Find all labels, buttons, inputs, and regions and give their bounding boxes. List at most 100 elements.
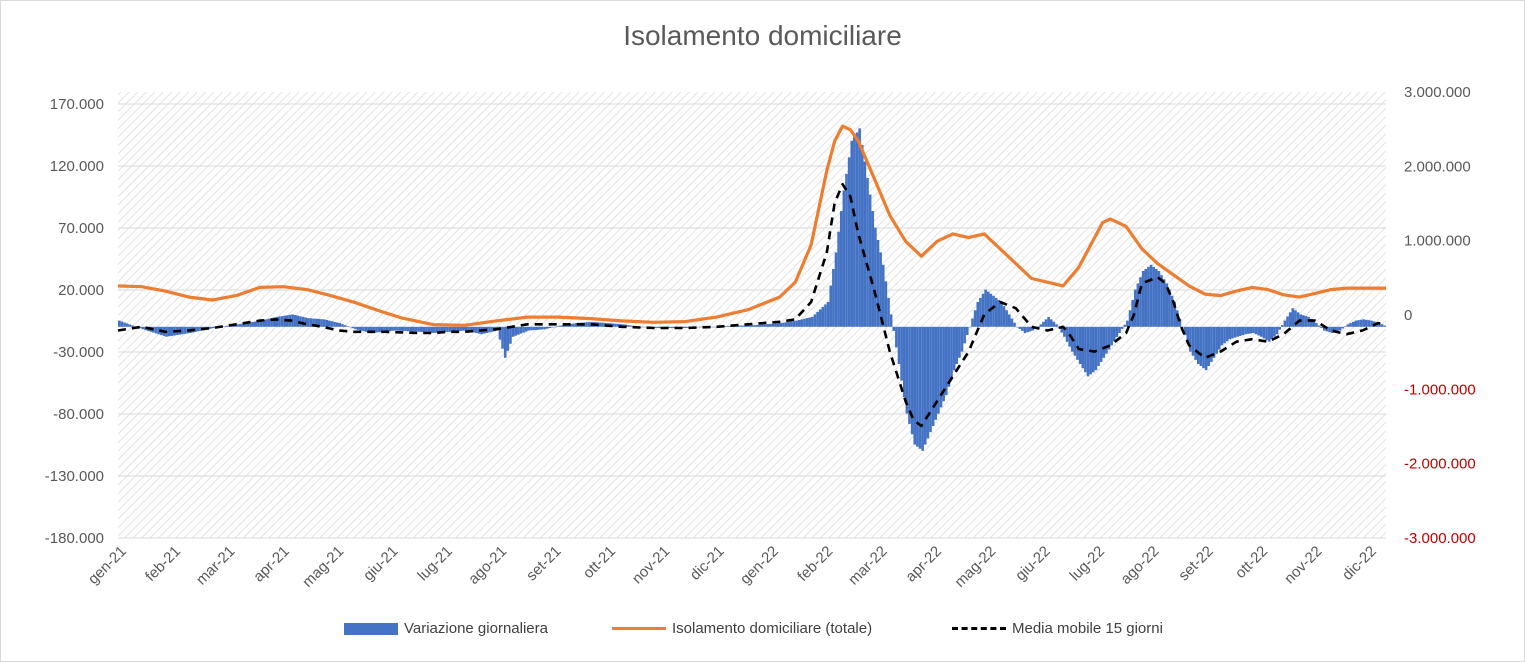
bar	[742, 325, 746, 327]
bar	[343, 325, 347, 327]
bar	[758, 324, 762, 327]
bar	[244, 323, 247, 327]
bar	[1063, 326, 1066, 337]
bar	[391, 326, 394, 331]
bar	[538, 326, 541, 330]
bar	[333, 321, 336, 327]
bar	[1320, 326, 1323, 329]
bar	[811, 316, 814, 327]
bar	[1021, 326, 1024, 331]
bar	[1189, 326, 1192, 352]
bar	[152, 326, 155, 333]
bar	[879, 252, 882, 327]
bar	[585, 322, 588, 327]
bar	[1336, 326, 1339, 332]
bar	[293, 315, 297, 327]
bar	[1112, 326, 1116, 342]
bar	[1031, 326, 1035, 331]
bar	[1091, 326, 1095, 373]
bar	[559, 325, 562, 327]
bar	[976, 302, 980, 327]
bar	[1351, 321, 1355, 327]
bar	[131, 325, 134, 327]
bar	[1136, 283, 1140, 327]
bar	[1273, 326, 1276, 337]
bar	[307, 318, 310, 327]
bar	[1107, 326, 1111, 350]
bar	[1178, 318, 1182, 327]
bar	[1380, 324, 1384, 327]
bar	[459, 326, 462, 331]
bar	[910, 326, 914, 435]
legend-bar-swatch	[344, 622, 398, 635]
bar	[330, 321, 334, 327]
bar	[816, 311, 819, 327]
bar	[1241, 326, 1245, 336]
bar	[440, 326, 444, 333]
y-right-tick-label: 3.000.000	[1404, 84, 1471, 101]
bar	[561, 325, 565, 327]
y-right-tick-label: -3.000.000	[1404, 530, 1476, 547]
bar	[797, 319, 801, 327]
bar	[1084, 326, 1087, 373]
bar	[551, 326, 554, 328]
bar	[892, 326, 896, 331]
bar	[1105, 326, 1108, 354]
x-tick-label: apr-21	[250, 543, 293, 586]
bar	[968, 326, 972, 328]
bar	[745, 325, 749, 327]
bar	[771, 323, 775, 327]
bar	[320, 319, 323, 327]
bar	[800, 319, 804, 327]
bar	[1202, 326, 1205, 369]
x-tick-label: giu-21	[360, 543, 402, 585]
bar	[236, 324, 239, 327]
bar	[971, 318, 974, 327]
bar	[724, 326, 728, 327]
bar	[713, 326, 717, 328]
bar	[417, 326, 420, 332]
bar	[960, 326, 964, 352]
bar	[973, 310, 977, 327]
bar	[309, 318, 313, 327]
bar	[1312, 321, 1316, 327]
bar	[884, 281, 888, 327]
bar	[1147, 266, 1150, 327]
y-left-tick-label: -130.000	[45, 468, 104, 485]
bar	[900, 326, 903, 381]
bar	[1210, 326, 1213, 362]
bar	[170, 326, 174, 336]
bar	[1097, 326, 1100, 367]
bar	[889, 314, 893, 327]
bar	[1259, 326, 1263, 337]
bar	[656, 326, 659, 329]
bar	[1236, 326, 1239, 337]
bar	[498, 326, 502, 340]
bar	[1359, 319, 1363, 327]
bar	[351, 326, 355, 329]
bar	[275, 316, 279, 327]
x-tick-label: mar-21	[193, 543, 239, 589]
bar	[1328, 326, 1331, 333]
bar	[790, 321, 793, 327]
bar	[1026, 326, 1029, 333]
bar	[1123, 324, 1127, 327]
bar	[1036, 326, 1040, 327]
bar	[818, 309, 822, 327]
bar	[1149, 264, 1153, 327]
bar	[1265, 326, 1268, 341]
bar	[611, 323, 615, 327]
bar	[698, 326, 701, 328]
legend-dash-swatch	[952, 627, 1006, 630]
bar	[1315, 323, 1318, 327]
bar	[1341, 326, 1344, 329]
bar	[853, 136, 856, 327]
bar	[1010, 318, 1014, 327]
x-tick-label: set-22	[1175, 543, 1217, 585]
bar	[1383, 325, 1386, 327]
chart-title: Isolamento domiciliare	[623, 20, 902, 51]
bar	[842, 190, 846, 327]
bar	[1325, 326, 1329, 332]
bar	[425, 326, 428, 333]
bar	[1225, 326, 1229, 342]
